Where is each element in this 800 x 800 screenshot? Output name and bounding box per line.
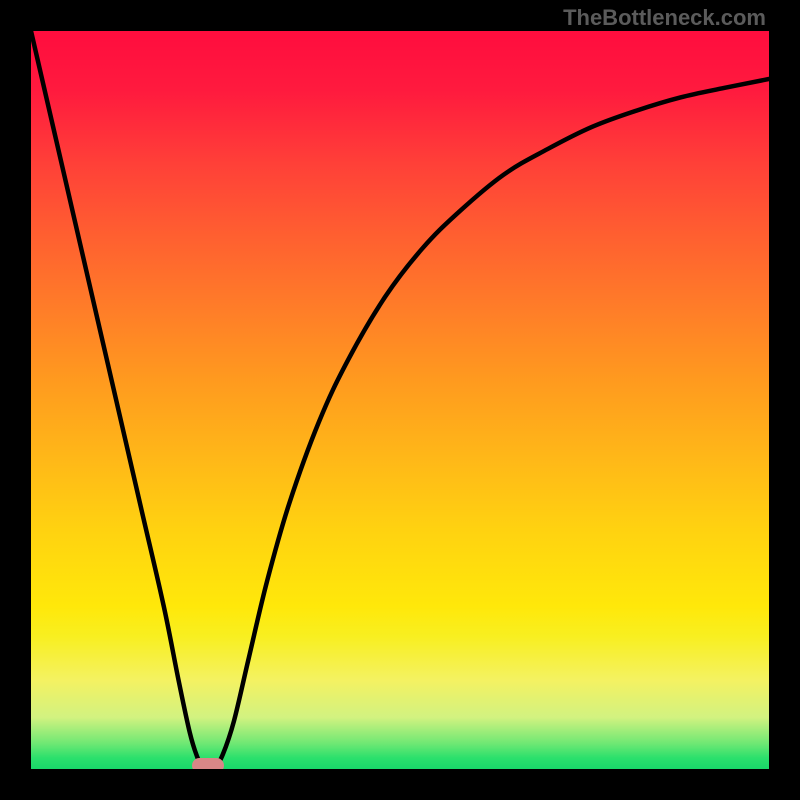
plot-area bbox=[31, 31, 769, 769]
image-frame: TheBottleneck.com bbox=[0, 0, 800, 800]
chart-gradient-background bbox=[31, 31, 769, 769]
watermark-text: TheBottleneck.com bbox=[563, 5, 766, 31]
min-point-marker bbox=[192, 758, 224, 769]
